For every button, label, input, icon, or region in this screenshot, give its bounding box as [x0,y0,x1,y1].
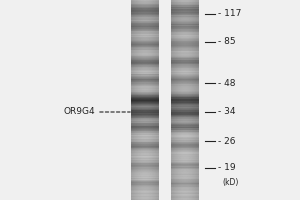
Text: OR9G4: OR9G4 [63,108,95,116]
Text: - 85: - 85 [218,38,236,46]
Text: - 117: - 117 [218,9,242,19]
Text: - 26: - 26 [218,136,236,146]
Text: - 34: - 34 [218,108,236,116]
Text: - 48: - 48 [218,78,236,88]
Text: - 19: - 19 [218,164,236,172]
Text: (kD): (kD) [222,178,238,186]
